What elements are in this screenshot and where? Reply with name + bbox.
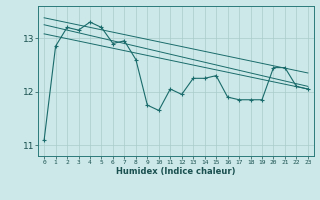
X-axis label: Humidex (Indice chaleur): Humidex (Indice chaleur)	[116, 167, 236, 176]
